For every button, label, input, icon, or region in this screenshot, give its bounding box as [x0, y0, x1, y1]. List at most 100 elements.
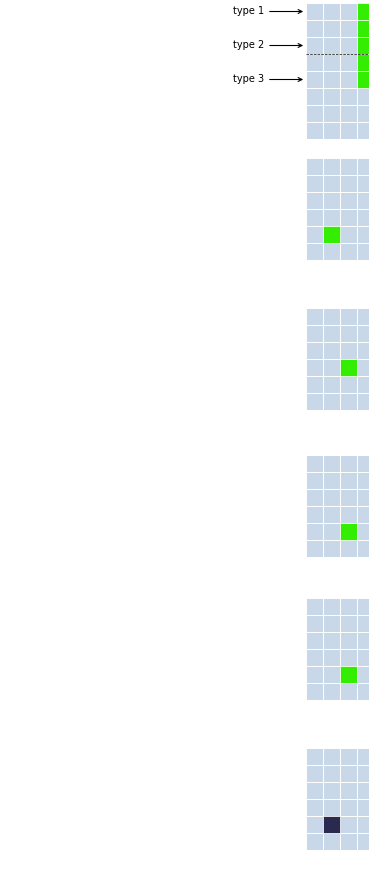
Text: type 2: type 2: [233, 40, 302, 50]
Bar: [340, 540, 357, 557]
Bar: [340, 209, 357, 226]
Bar: [340, 649, 357, 666]
Bar: [306, 122, 323, 139]
Bar: [306, 489, 323, 506]
Bar: [357, 472, 369, 489]
Bar: [340, 833, 357, 850]
Bar: [323, 342, 340, 359]
Bar: [340, 342, 357, 359]
Bar: [323, 105, 340, 122]
Bar: [340, 615, 357, 632]
Bar: [357, 455, 369, 472]
Bar: [306, 175, 323, 192]
Bar: [323, 598, 340, 615]
Bar: [340, 455, 357, 472]
Bar: [323, 489, 340, 506]
Bar: [357, 683, 369, 700]
Bar: [340, 666, 357, 683]
Bar: [323, 748, 340, 765]
Bar: [340, 393, 357, 410]
Bar: [323, 816, 340, 833]
Bar: [306, 88, 323, 105]
Bar: [306, 782, 323, 799]
Bar: [340, 523, 357, 540]
Bar: [357, 20, 369, 37]
Bar: [357, 666, 369, 683]
Bar: [340, 359, 357, 376]
Bar: [340, 20, 357, 37]
Bar: [306, 455, 323, 472]
Bar: [306, 666, 323, 683]
Bar: [357, 489, 369, 506]
Bar: [340, 88, 357, 105]
Bar: [357, 71, 369, 88]
Bar: [306, 37, 323, 54]
Bar: [306, 3, 323, 20]
Bar: [357, 342, 369, 359]
Bar: [357, 325, 369, 342]
Bar: [357, 122, 369, 139]
Bar: [357, 359, 369, 376]
Bar: [323, 833, 340, 850]
Bar: [340, 325, 357, 342]
Bar: [306, 226, 323, 243]
Bar: [323, 158, 340, 175]
Bar: [323, 506, 340, 523]
Bar: [323, 71, 340, 88]
Bar: [323, 175, 340, 192]
Bar: [357, 308, 369, 325]
Bar: [306, 765, 323, 782]
Bar: [306, 192, 323, 209]
Bar: [323, 540, 340, 557]
Bar: [357, 105, 369, 122]
Bar: [306, 598, 323, 615]
Bar: [340, 666, 357, 683]
Bar: [340, 506, 357, 523]
Bar: [306, 376, 323, 393]
Bar: [323, 376, 340, 393]
Bar: [306, 683, 323, 700]
Bar: [357, 226, 369, 243]
Bar: [340, 122, 357, 139]
Bar: [340, 175, 357, 192]
Text: type 1: type 1: [233, 6, 302, 16]
Bar: [306, 359, 323, 376]
Bar: [340, 376, 357, 393]
Bar: [357, 632, 369, 649]
Bar: [323, 683, 340, 700]
Bar: [306, 342, 323, 359]
Bar: [323, 615, 340, 632]
Bar: [357, 765, 369, 782]
Bar: [357, 175, 369, 192]
Bar: [323, 765, 340, 782]
Bar: [357, 209, 369, 226]
Bar: [306, 615, 323, 632]
Bar: [306, 799, 323, 816]
Bar: [357, 833, 369, 850]
Bar: [323, 816, 340, 833]
Bar: [306, 393, 323, 410]
Bar: [340, 105, 357, 122]
Bar: [306, 325, 323, 342]
Bar: [340, 765, 357, 782]
Bar: [340, 158, 357, 175]
Bar: [306, 20, 323, 37]
Bar: [306, 308, 323, 325]
Bar: [357, 37, 369, 54]
Bar: [306, 158, 323, 175]
Bar: [340, 598, 357, 615]
Bar: [323, 782, 340, 799]
Bar: [323, 325, 340, 342]
Bar: [306, 632, 323, 649]
Bar: [340, 226, 357, 243]
Bar: [306, 243, 323, 260]
Bar: [340, 192, 357, 209]
Bar: [306, 472, 323, 489]
Bar: [340, 243, 357, 260]
Bar: [357, 192, 369, 209]
Bar: [357, 376, 369, 393]
Bar: [340, 523, 357, 540]
Bar: [306, 649, 323, 666]
Bar: [357, 782, 369, 799]
Bar: [357, 748, 369, 765]
